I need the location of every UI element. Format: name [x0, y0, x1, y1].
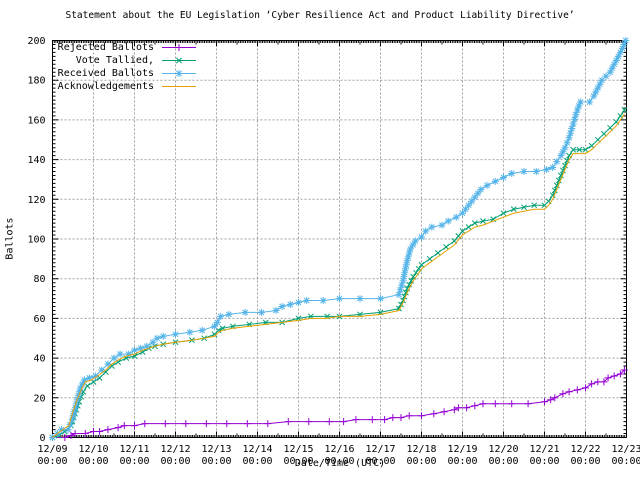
- svg-text:12/11: 12/11: [119, 444, 149, 455]
- svg-text:100: 100: [27, 235, 45, 246]
- series-markers-rejected-ballots: [49, 366, 628, 441]
- svg-text:0: 0: [39, 433, 45, 444]
- svg-text:12/14: 12/14: [242, 444, 272, 455]
- legend: Rejected Ballots Vote Tallied, Received …: [56, 41, 198, 93]
- x-axis-label: Date/Time (UTC): [294, 458, 386, 469]
- svg-text:00:00: 00:00: [201, 456, 231, 467]
- svg-text:00:00: 00:00: [570, 456, 600, 467]
- series-markers-vote-tallied-: [49, 107, 628, 441]
- svg-text:00:00: 00:00: [37, 456, 67, 467]
- svg-text:12/13: 12/13: [201, 444, 231, 455]
- svg-text:00:00: 00:00: [324, 456, 354, 467]
- svg-text:140: 140: [27, 155, 45, 166]
- series-line-rejected-ballots: [52, 369, 625, 438]
- svg-text:12/17: 12/17: [365, 444, 395, 455]
- svg-text:00:00: 00:00: [119, 456, 149, 467]
- svg-text:00:00: 00:00: [406, 456, 436, 467]
- svg-text:12/23: 12/23: [611, 444, 640, 455]
- svg-text:120: 120: [27, 195, 45, 206]
- legend-label: Received Ballots: [57, 68, 154, 79]
- legend-line-sample: [162, 44, 196, 51]
- svg-text:00:00: 00:00: [611, 456, 640, 467]
- svg-text:12/12: 12/12: [160, 444, 190, 455]
- svg-text:12/16: 12/16: [324, 444, 354, 455]
- svg-text:12/18: 12/18: [406, 444, 436, 455]
- svg-text:12/10: 12/10: [78, 444, 108, 455]
- svg-text:00:00: 00:00: [488, 456, 518, 467]
- svg-text:80: 80: [33, 274, 45, 285]
- legend-label: Acknowledgements: [57, 81, 154, 92]
- legend-item-rejected-ballots: Rejected Ballots: [56, 41, 198, 54]
- svg-text:00:00: 00:00: [78, 456, 108, 467]
- svg-text:40: 40: [33, 354, 45, 365]
- legend-item-acknowledgements: Acknowledgements: [56, 80, 198, 93]
- y-tick-labels: 0 20 40 60 80 100 120 140 160 180 200: [27, 36, 45, 444]
- x-tick-labels: 12/0900:0012/1000:0012/1100:0012/1200:00…: [37, 444, 640, 467]
- svg-text:00:00: 00:00: [447, 456, 477, 467]
- svg-text:00:00: 00:00: [160, 456, 190, 467]
- svg-text:20: 20: [33, 393, 45, 404]
- svg-text:12/20: 12/20: [488, 444, 518, 455]
- series-line-acknowledgements: [52, 113, 625, 438]
- y-axis-label: Ballots: [4, 217, 16, 260]
- svg-text:180: 180: [27, 76, 45, 87]
- svg-text:12/19: 12/19: [447, 444, 477, 455]
- svg-text:160: 160: [27, 115, 45, 126]
- plot-frame: [52, 40, 627, 438]
- svg-text:200: 200: [27, 36, 45, 47]
- legend-line-sample: [162, 70, 196, 77]
- svg-text:12/15: 12/15: [283, 444, 313, 455]
- svg-text:00:00: 00:00: [283, 456, 313, 467]
- svg-text:00:00: 00:00: [365, 456, 395, 467]
- chart-title: Statement about the EU Legislation ‘Cybe…: [65, 10, 575, 21]
- svg-text:00:00: 00:00: [529, 456, 559, 467]
- legend-item-vote-tallied: Vote Tallied,: [56, 54, 198, 67]
- legend-label: Vote Tallied,: [75, 55, 154, 66]
- legend-item-received-ballots: Received Ballots: [56, 67, 198, 80]
- svg-text:60: 60: [33, 314, 45, 325]
- gridlines: [52, 40, 627, 438]
- svg-text:12/09: 12/09: [37, 444, 67, 455]
- legend-line-sample: [162, 86, 196, 87]
- legend-line-sample: [162, 57, 196, 64]
- svg-text:12/22: 12/22: [570, 444, 600, 455]
- svg-text:00:00: 00:00: [242, 456, 272, 467]
- svg-text:12/21: 12/21: [529, 444, 559, 455]
- legend-label: Rejected Ballots: [57, 42, 154, 53]
